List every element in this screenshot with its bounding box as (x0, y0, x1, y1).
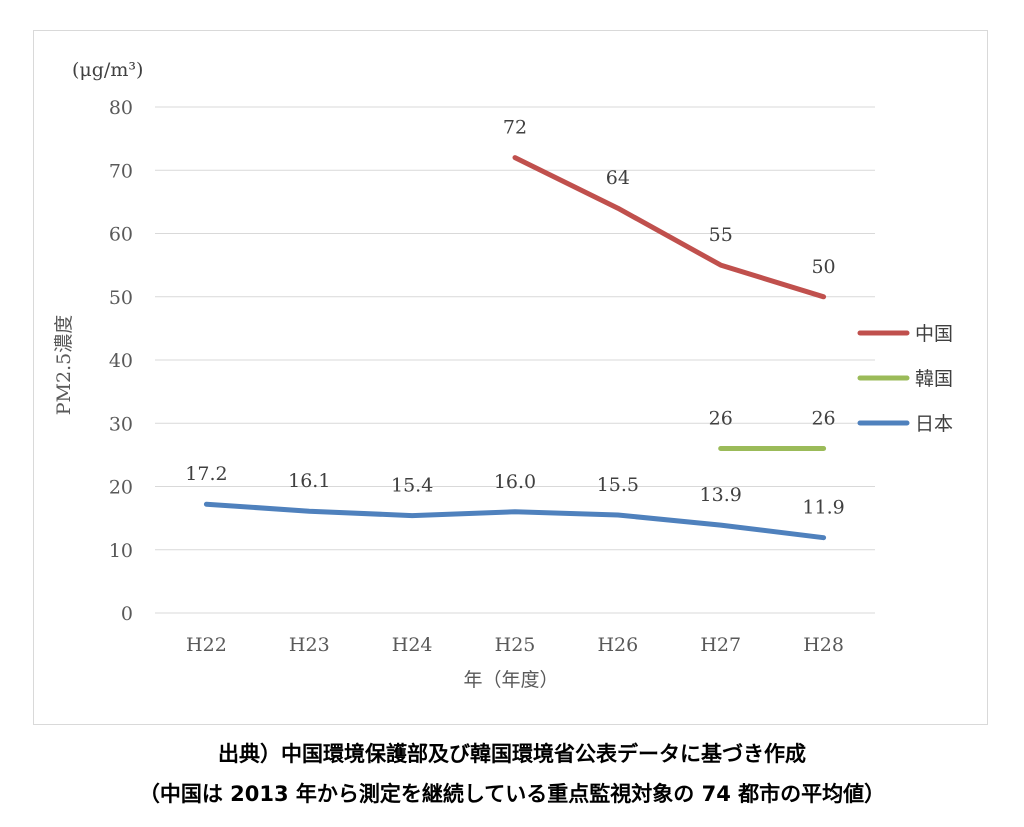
data-label: 55 (709, 224, 733, 246)
chart-frame (33, 30, 988, 725)
y-tick-label: 30 (109, 413, 133, 435)
data-label: 15.4 (391, 475, 433, 497)
data-label: 26 (709, 408, 733, 430)
legend-label: 日本 (915, 413, 953, 435)
y-axis-title: PM2.5濃度 (53, 315, 75, 415)
y-tick-label: 0 (121, 603, 133, 625)
legend-label: 中国 (915, 323, 953, 345)
y-tick-label: 10 (109, 540, 133, 562)
x-axis-ticks: H22 H23 H24 H25 H26 H27 H28 (186, 634, 844, 656)
x-tick-label: H22 (186, 634, 227, 656)
data-label: 50 (811, 256, 835, 278)
x-tick-label: H24 (392, 634, 433, 656)
x-tick-label: H26 (597, 634, 638, 656)
grid-lines (155, 106, 875, 614)
unit-label: (μg/m³) (72, 59, 143, 81)
series-line (512, 155, 827, 300)
data-label: 72 (503, 117, 527, 139)
y-tick-label: 40 (109, 350, 133, 372)
x-tick-label: H23 (289, 634, 330, 656)
data-label: 64 (606, 167, 630, 189)
data-label: 15.5 (597, 474, 639, 496)
series-lines (203, 155, 827, 541)
data-label: 11.9 (802, 497, 844, 519)
data-label: 17.2 (185, 463, 227, 485)
data-label: 26 (811, 408, 835, 430)
y-tick-label: 60 (109, 224, 133, 246)
y-tick-label: 20 (109, 477, 133, 499)
data-labels: 72 64 55 50 26 26 17.2 16.1 15.4 16.0 15.5 13.9 11.9 (185, 117, 844, 519)
note-caption: （中国は 2013 年から測定を継続している重点監視対象の 74 都市の平均値） (138, 782, 886, 806)
x-tick-label: H27 (700, 634, 741, 656)
y-axis-ticks: 0 10 20 30 40 50 60 70 80 (109, 97, 133, 625)
y-tick-label: 70 (109, 160, 133, 182)
data-label: 13.9 (700, 484, 742, 506)
data-label: 16.0 (494, 471, 536, 493)
y-tick-label: 50 (109, 287, 133, 309)
data-label: 16.1 (288, 470, 330, 492)
x-axis-title: 年（年度） (463, 669, 558, 691)
source-caption: 出典）中国環境保護部及び韓国環境省公表データに基づき作成 (218, 742, 806, 766)
y-tick-label: 80 (109, 97, 133, 119)
x-tick-label: H28 (803, 634, 844, 656)
legend-label: 韓国 (915, 368, 953, 390)
series-line (203, 501, 827, 541)
x-tick-label: H25 (495, 634, 536, 656)
